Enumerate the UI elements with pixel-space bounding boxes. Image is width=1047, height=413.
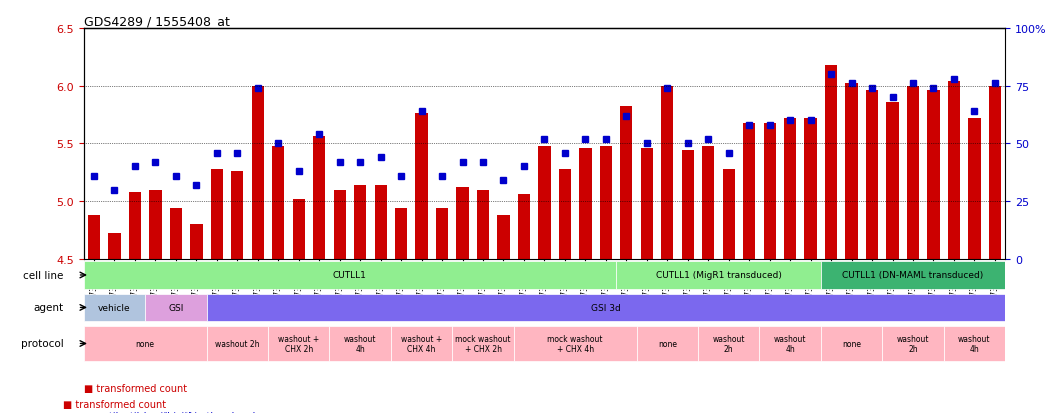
Bar: [251, 86, 264, 259]
FancyBboxPatch shape: [943, 326, 1005, 361]
Bar: [968, 119, 981, 259]
Bar: [804, 119, 817, 259]
Bar: [866, 91, 878, 259]
Bar: [620, 107, 632, 259]
Bar: [845, 84, 857, 259]
FancyBboxPatch shape: [698, 326, 759, 361]
FancyBboxPatch shape: [391, 326, 452, 361]
Bar: [191, 225, 202, 259]
Bar: [600, 146, 612, 259]
Bar: [313, 137, 326, 259]
FancyBboxPatch shape: [84, 262, 616, 289]
FancyBboxPatch shape: [452, 326, 514, 361]
FancyBboxPatch shape: [616, 262, 821, 289]
Text: CUTLL1 (MigR1 transduced): CUTLL1 (MigR1 transduced): [655, 271, 781, 280]
FancyBboxPatch shape: [883, 326, 943, 361]
Text: vehicle: vehicle: [98, 303, 131, 312]
FancyBboxPatch shape: [206, 326, 268, 361]
Text: CUTLL1: CUTLL1: [333, 271, 366, 280]
Bar: [497, 216, 510, 259]
Bar: [292, 199, 305, 259]
Bar: [108, 234, 120, 259]
Text: washout
2h: washout 2h: [712, 334, 745, 354]
Text: none: none: [842, 339, 861, 348]
Text: GSI 3d: GSI 3d: [591, 303, 621, 312]
FancyBboxPatch shape: [821, 262, 1005, 289]
Bar: [887, 102, 898, 259]
Bar: [231, 172, 244, 259]
Text: protocol: protocol: [21, 339, 63, 349]
Text: mock washout
+ CHX 2h: mock washout + CHX 2h: [455, 334, 511, 354]
Bar: [210, 169, 223, 259]
Bar: [375, 185, 386, 259]
Bar: [170, 209, 182, 259]
FancyBboxPatch shape: [330, 326, 391, 361]
Text: washout
2h: washout 2h: [896, 334, 930, 354]
FancyBboxPatch shape: [637, 326, 698, 361]
Text: mock washout
+ CHX 4h: mock washout + CHX 4h: [548, 334, 603, 354]
Bar: [661, 86, 673, 259]
FancyBboxPatch shape: [84, 326, 206, 361]
FancyBboxPatch shape: [268, 326, 330, 361]
Text: ■ percentile rank within the sample: ■ percentile rank within the sample: [84, 411, 261, 413]
Text: GDS4289 / 1555408_at: GDS4289 / 1555408_at: [84, 15, 229, 28]
Text: washout
4h: washout 4h: [958, 334, 990, 354]
Bar: [825, 66, 838, 259]
Bar: [129, 192, 141, 259]
Bar: [722, 169, 735, 259]
Bar: [763, 123, 776, 259]
Bar: [476, 190, 489, 259]
Text: washout +
CHX 4h: washout + CHX 4h: [401, 334, 442, 354]
Bar: [150, 190, 161, 259]
Bar: [272, 146, 285, 259]
Bar: [334, 190, 346, 259]
Text: washout
4h: washout 4h: [774, 334, 806, 354]
Text: washout
4h: washout 4h: [343, 334, 377, 354]
Text: ■ transformed count: ■ transformed count: [63, 399, 165, 409]
Bar: [354, 185, 366, 259]
Bar: [703, 146, 714, 259]
Text: washout 2h: washout 2h: [215, 339, 260, 348]
Text: none: none: [136, 339, 155, 348]
Bar: [641, 149, 653, 259]
Bar: [928, 91, 939, 259]
Bar: [456, 188, 469, 259]
Text: ■ percentile rank within the sample: ■ percentile rank within the sample: [63, 411, 240, 413]
Text: CUTLL1 (DN-MAML transduced): CUTLL1 (DN-MAML transduced): [843, 271, 983, 280]
Text: washout +
CHX 2h: washout + CHX 2h: [279, 334, 319, 354]
Text: cell line: cell line: [23, 271, 63, 280]
Bar: [416, 114, 428, 259]
Bar: [988, 86, 1001, 259]
Bar: [518, 195, 530, 259]
Bar: [538, 146, 551, 259]
Text: GSI: GSI: [169, 303, 183, 312]
Bar: [784, 119, 797, 259]
Bar: [88, 216, 101, 259]
Text: agent: agent: [34, 303, 63, 313]
Bar: [559, 169, 571, 259]
FancyBboxPatch shape: [84, 294, 146, 321]
Bar: [579, 149, 592, 259]
Text: ■ transformed count: ■ transformed count: [84, 383, 186, 393]
Text: none: none: [658, 339, 676, 348]
Bar: [907, 86, 919, 259]
Bar: [682, 151, 694, 259]
Bar: [948, 82, 960, 259]
Bar: [743, 123, 755, 259]
Bar: [395, 209, 407, 259]
Bar: [436, 209, 448, 259]
FancyBboxPatch shape: [146, 294, 206, 321]
FancyBboxPatch shape: [206, 294, 1005, 321]
FancyBboxPatch shape: [514, 326, 637, 361]
FancyBboxPatch shape: [821, 326, 883, 361]
FancyBboxPatch shape: [759, 326, 821, 361]
